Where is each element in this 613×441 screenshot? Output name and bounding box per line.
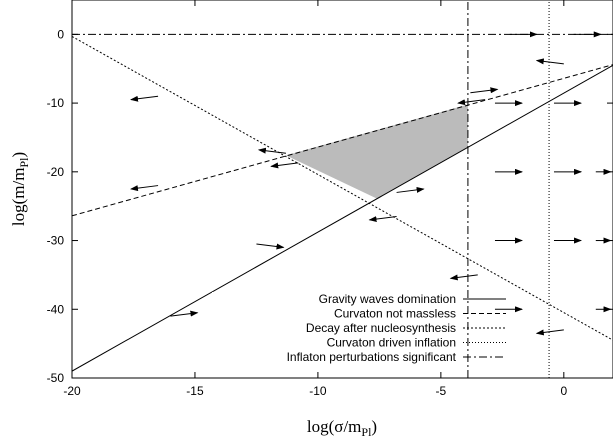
- y-tick-label: -40: [47, 302, 65, 316]
- y-tick-label: 0: [57, 27, 64, 41]
- x-tick-label: -5: [436, 384, 447, 398]
- y-tick-label: -50: [47, 371, 65, 385]
- direction-arrow: [535, 329, 564, 336]
- legend-label: Decay after nucleosynthesis: [306, 321, 456, 335]
- x-tick-label: -15: [186, 384, 204, 398]
- legend-label: Inflaton perturbations significant: [287, 350, 457, 364]
- plot-border: [71, 0, 613, 379]
- direction-arrow: [535, 58, 564, 65]
- x-axis-title: log(σ/mPl): [307, 417, 377, 439]
- y-tick-label: -10: [47, 96, 65, 110]
- direction-arrow: [256, 243, 285, 250]
- y-axis-title: log(m/mPl): [9, 152, 31, 226]
- x-tick-label: -20: [63, 384, 81, 398]
- direction-arrow: [130, 95, 159, 102]
- direction-arrow: [130, 185, 159, 192]
- direction-arrow: [457, 99, 486, 106]
- direction-arrow: [449, 274, 478, 281]
- legend-background: [212, 292, 462, 367]
- direction-arrow: [170, 310, 199, 317]
- shaded-allowed-region: [285, 104, 468, 199]
- legend-label: Gravity waves domination: [319, 292, 456, 306]
- legend-label: Curvaton driven inflation: [327, 336, 456, 350]
- direction-arrow: [470, 87, 499, 94]
- x-tick-label: 0: [560, 384, 567, 398]
- y-tick-label: -30: [47, 234, 65, 248]
- direction-arrow: [368, 215, 397, 223]
- y-tick-label: -20: [47, 165, 65, 179]
- plot-area: [72, 0, 613, 378]
- direction-arrow: [396, 186, 425, 193]
- direction-arrow: [270, 162, 299, 169]
- series-line-1: [72, 64, 613, 372]
- legend-label: Curvaton not massless: [334, 307, 456, 321]
- direction-arrow: [257, 147, 287, 154]
- series-line-2: [72, 64, 613, 217]
- series-line-3: [72, 35, 613, 341]
- axes-frame: -20 -15 -10 -5 0-50-40-30-20-100: [47, 0, 613, 398]
- x-tick-label: -10: [309, 384, 327, 398]
